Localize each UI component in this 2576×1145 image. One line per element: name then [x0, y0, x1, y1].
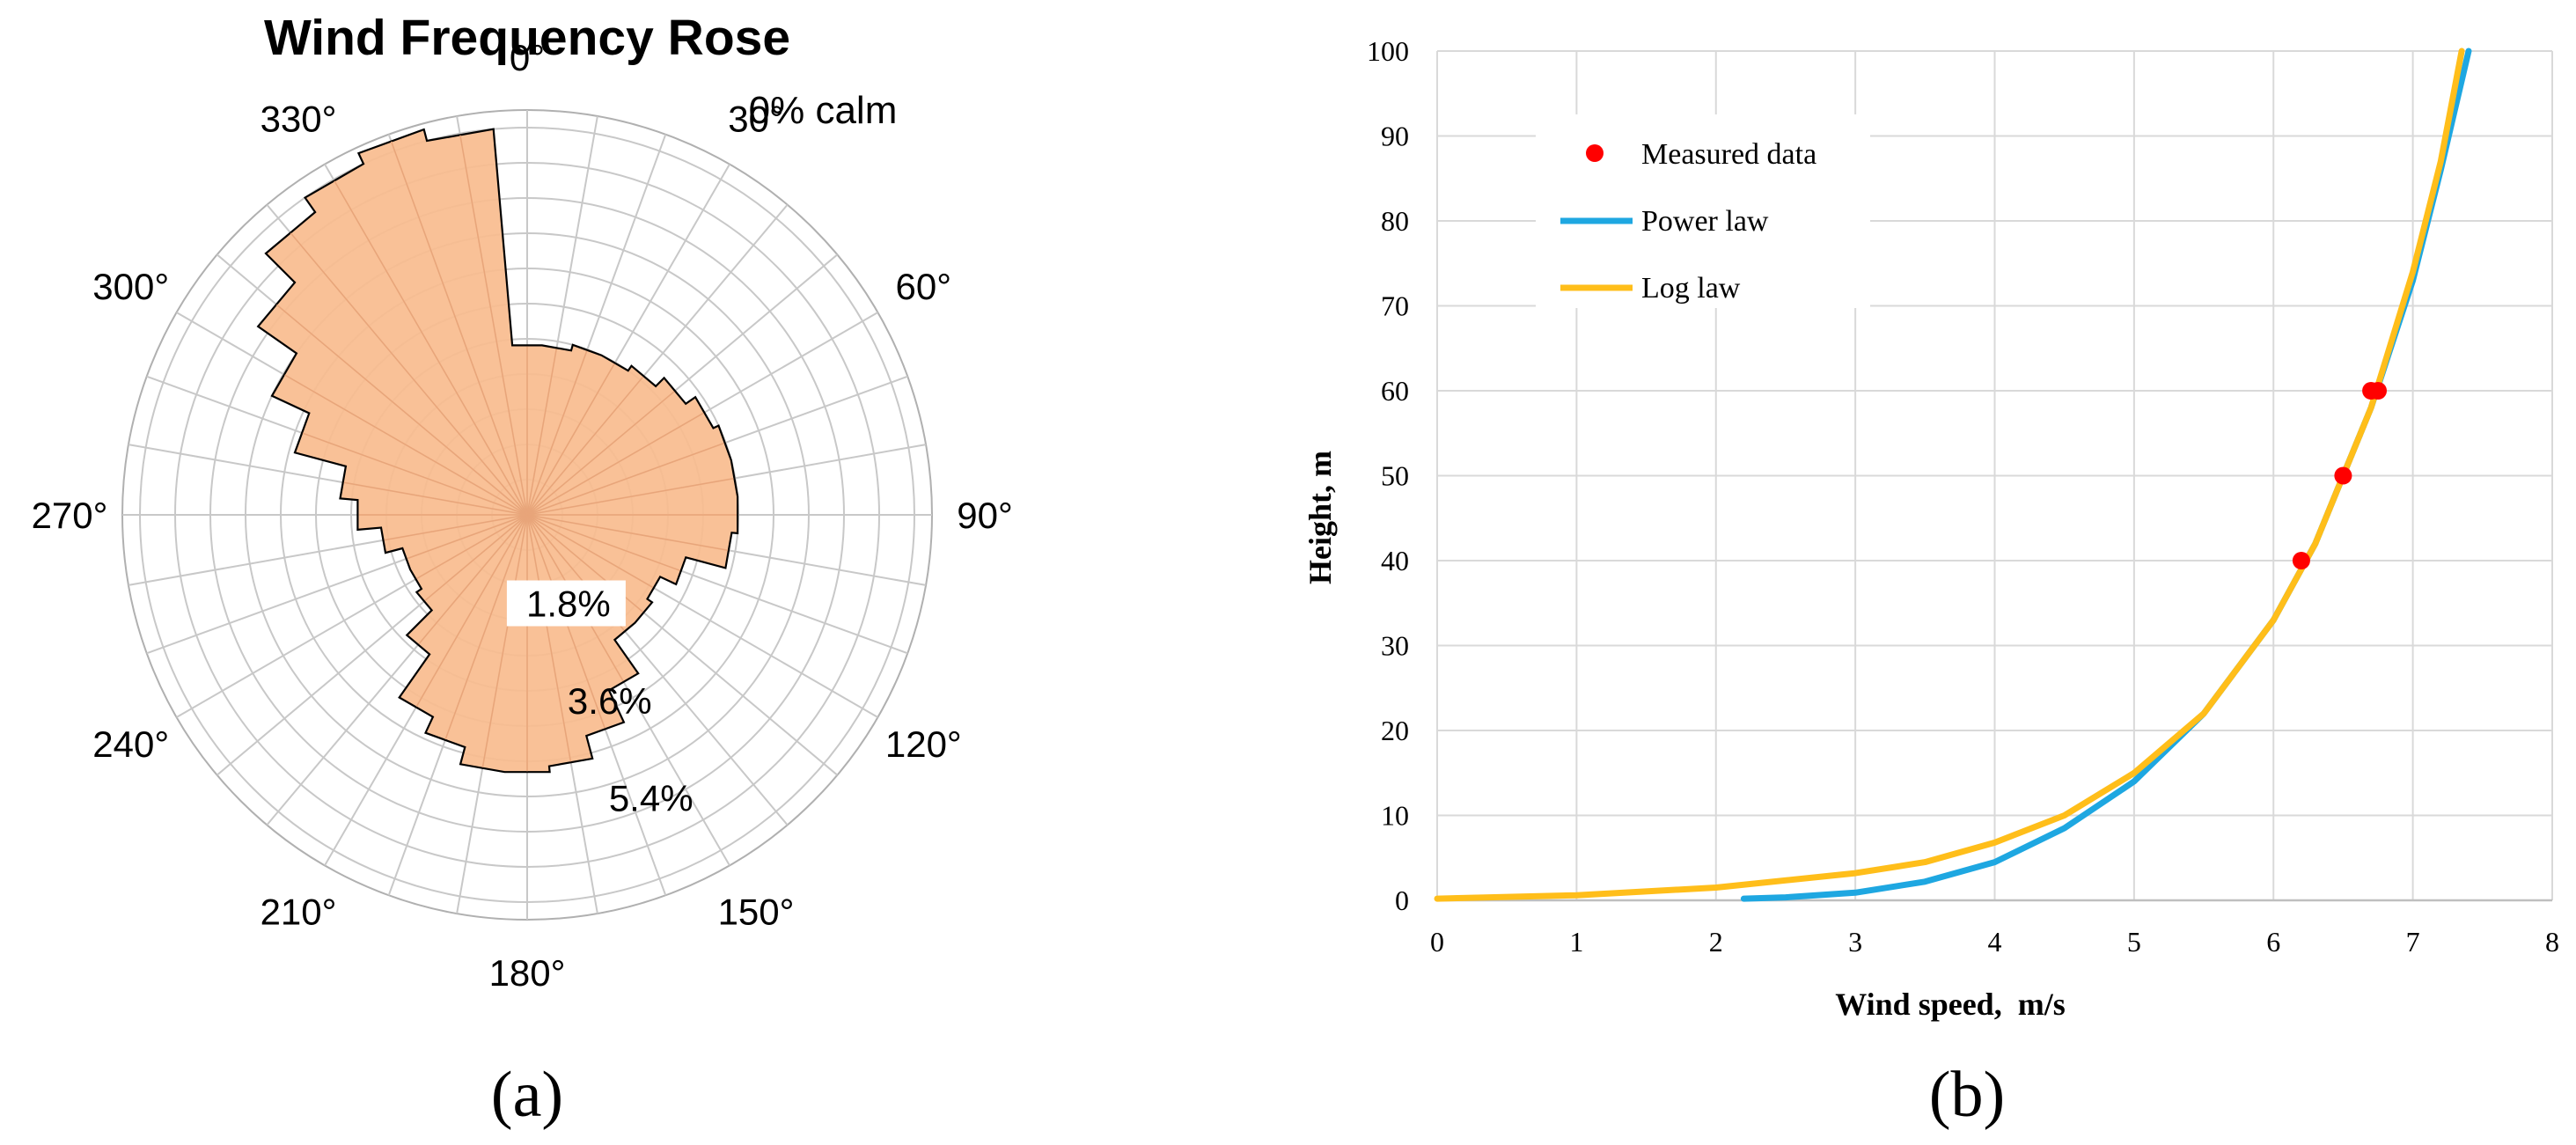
legend-label: Log law — [1641, 272, 1741, 305]
rose-angle-labels: 0° 30° 60° 90° 120° 150° 180° 210° 240° 270° 300° 3… — [32, 37, 1013, 994]
legend-marker-measured — [1586, 144, 1604, 162]
rose-sector-330 — [334, 180, 528, 516]
x-tick-label: 3 — [1848, 926, 1862, 958]
y-tick-label: 30 — [1381, 630, 1409, 662]
y-tick-label: 60 — [1381, 375, 1409, 407]
panel-label-a: (a) — [491, 1059, 563, 1131]
rose-angle-label: 240° — [92, 723, 169, 765]
legend-label: Power law — [1641, 205, 1769, 238]
rose-sector-300 — [284, 374, 528, 516]
rose-sector-10 — [526, 349, 557, 516]
calm-label: 0% calm — [749, 89, 898, 132]
profile-legend: Measured data Power law Log law — [1560, 138, 1816, 305]
y-tick-label: 100 — [1367, 35, 1409, 67]
y-tick-label: 0 — [1395, 884, 1409, 916]
x-tick-label: 8 — [2545, 926, 2559, 958]
rose-sector-280 — [343, 481, 528, 516]
profile-series — [1434, 48, 2472, 902]
radial-label-bg — [506, 580, 626, 627]
rose-sector-340 — [390, 141, 528, 516]
rose-frequency-area — [256, 128, 739, 774]
x-tick-label: 2 — [1709, 926, 1723, 958]
rose-sector-110 — [526, 514, 680, 571]
panel-label-b: (b) — [1929, 1059, 2005, 1131]
rose-sector-120 — [526, 514, 653, 588]
rose-sector-20 — [526, 350, 588, 516]
rose-angle-label: 60° — [896, 266, 952, 307]
rose-angle-label: 90° — [957, 495, 1013, 536]
y-tick-label: 70 — [1381, 290, 1409, 322]
rose-angle-label: 120° — [885, 723, 962, 765]
rose-sector-60 — [526, 412, 704, 516]
measured-point — [2334, 466, 2352, 485]
wind-rose-panel: Wind Frequency Rose 0% calm 0° 30° 60° 90° 1… — [0, 0, 1109, 1145]
rose-angle-label: 180° — [489, 952, 566, 994]
y-tick-label: 90 — [1381, 121, 1409, 152]
rose-sector-30 — [526, 363, 615, 516]
x-tick-label: 1 — [1569, 926, 1583, 958]
rose-sector-210 — [415, 514, 528, 708]
x-tick-label: 4 — [1988, 926, 2002, 958]
wind-profile-panel: 0 1 2 3 4 5 6 7 8 0 10 20 30 40 50 60 70 80 90 100 Measured… — [1232, 0, 2576, 1145]
rose-angle-label: 210° — [261, 891, 337, 932]
x-tick-label: 5 — [2127, 926, 2141, 958]
profile-grid — [1436, 50, 2553, 902]
legend-label: Measured data — [1641, 138, 1816, 171]
measured-point — [2292, 552, 2310, 569]
x-axis-label: Wind speed, m/s — [1835, 987, 2065, 1022]
wind-rose-chart: Wind Frequency Rose 0% calm 0° 30° 60° 90° 1… — [32, 10, 1013, 1131]
x-tick-label: 6 — [2266, 926, 2280, 958]
rose-angle-label: 150° — [718, 891, 795, 932]
rose-angle-label: 0° — [510, 37, 545, 78]
measured-point — [2369, 382, 2387, 400]
y-tick-label: 20 — [1381, 715, 1409, 746]
rose-sector-100 — [526, 514, 728, 551]
rose-radial-label: 5.4% — [609, 777, 694, 818]
rose-sector-320 — [290, 232, 528, 516]
rose-radial-label: 3.6% — [568, 680, 652, 722]
rose-sector-290 — [302, 432, 528, 516]
log-law-line — [1434, 48, 2465, 902]
rose-title: Wind Frequency Rose — [264, 10, 790, 66]
rose-sector-260 — [384, 514, 528, 541]
x-tick-label: 0 — [1430, 926, 1444, 958]
rose-sector-200 — [444, 514, 528, 740]
rose-sector-40 — [526, 376, 644, 516]
rose-sector-190 — [481, 514, 528, 768]
rose-area — [256, 128, 739, 774]
y-tick-label: 80 — [1381, 205, 1409, 237]
rose-angle-label: 300° — [92, 266, 169, 307]
rose-sector-240 — [416, 514, 528, 579]
rose-angle-label: 330° — [261, 99, 337, 140]
rose-sector-230 — [424, 514, 528, 601]
rose-sector-220 — [418, 514, 528, 645]
y-tick-label: 40 — [1381, 545, 1409, 576]
rose-sector-70 — [526, 442, 724, 516]
y-tick-label: 10 — [1381, 800, 1409, 832]
rose-sector-310 — [276, 304, 528, 516]
y-axis-label: Height, m — [1303, 451, 1338, 584]
rose-sector-80 — [526, 477, 734, 516]
rose-sector-350 — [459, 135, 528, 516]
rose-radial-label: 1.8% — [526, 584, 611, 625]
rose-radial-labels: 1.8% 3.6% 5.4% — [506, 580, 694, 818]
rose-sector-250 — [407, 514, 528, 560]
y-tick-label: 50 — [1381, 460, 1409, 492]
rose-sector-50 — [526, 391, 675, 516]
x-tick-label: 7 — [2406, 926, 2420, 958]
rose-sector-170 — [526, 514, 572, 762]
rose-angle-label: 270° — [32, 495, 108, 536]
rose-angle-label: 30° — [728, 99, 784, 140]
